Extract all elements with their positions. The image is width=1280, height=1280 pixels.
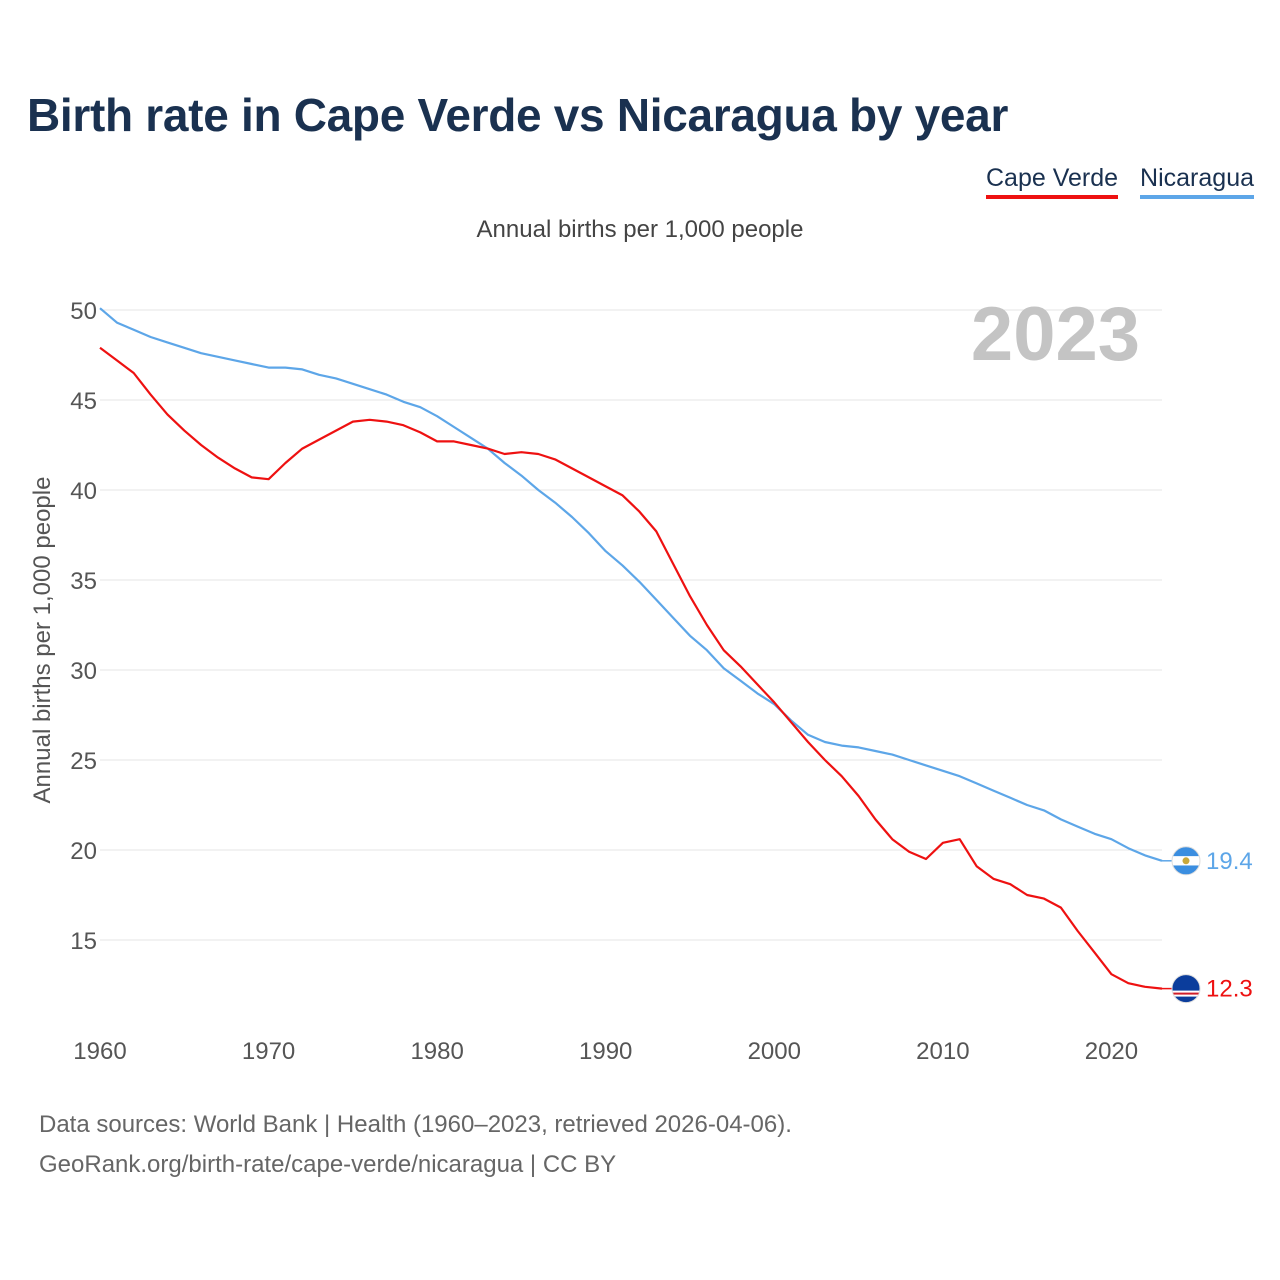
end-value-label-cape-verde: 12.3 — [1206, 976, 1253, 1003]
source-line-2[interactable]: GeoRank.org/birth-rate/cape-verde/nicara… — [39, 1151, 617, 1178]
legend-item-nicaragua[interactable]: Nicaragua — [1140, 164, 1254, 199]
y-tick-label: 15 — [70, 928, 97, 955]
chart-subtitle: Annual births per 1,000 people — [476, 216, 804, 243]
y-tick-label: 20 — [70, 838, 97, 865]
flag-icon-cape-verde — [1172, 974, 1200, 1003]
x-tick-label: 2010 — [916, 1038, 969, 1065]
y-axis-label: Annual births per 1,000 people — [29, 477, 56, 804]
end-markers: 19.4 12.3 — [1162, 846, 1253, 1004]
source-note: Data sources: World Bank | Health (1960–… — [39, 1105, 792, 1185]
y-tick-label: 25 — [70, 748, 97, 775]
legend-item-cape-verde[interactable]: Cape Verde — [986, 164, 1119, 199]
y-tick-label: 45 — [70, 388, 97, 415]
chart-title: Birth rate in Cape Verde vs Nicaragua by… — [27, 89, 1009, 141]
source-line-1: Data sources: World Bank | Health (1960–… — [39, 1111, 792, 1138]
x-tick-label: 1960 — [73, 1038, 126, 1065]
series-line-nicaragua[interactable] — [99, 307, 1163, 862]
end-value-label-nicaragua: 19.4 — [1206, 848, 1253, 875]
legend: Cape Verde Nicaragua — [986, 164, 1254, 199]
current-year-label: 2023 — [971, 292, 1140, 377]
grid — [100, 309, 1162, 941]
y-tick-label: 35 — [70, 568, 97, 595]
y-tick-label: 30 — [70, 658, 97, 685]
y-tick-label: 40 — [70, 478, 97, 505]
x-tick-label: 1970 — [242, 1038, 295, 1065]
x-axis-ticks: 1960 1970 1980 1990 2000 2010 2020 — [73, 1038, 1138, 1065]
series-lines — [99, 307, 1163, 990]
y-tick-label: 50 — [70, 298, 97, 325]
x-tick-label: 1990 — [579, 1038, 632, 1065]
flag-icon-nicaragua — [1172, 846, 1200, 875]
series-line-cape-verde[interactable] — [99, 346, 1163, 990]
y-axis-ticks: 15 20 25 30 35 40 45 50 — [70, 298, 97, 955]
x-tick-label: 1980 — [410, 1038, 463, 1065]
x-tick-label: 2020 — [1085, 1038, 1138, 1065]
x-tick-label: 2000 — [748, 1038, 801, 1065]
